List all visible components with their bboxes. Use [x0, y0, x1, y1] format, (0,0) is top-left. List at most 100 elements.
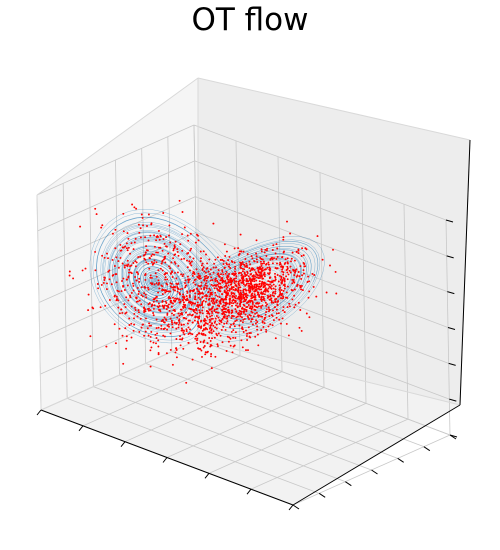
sample-point	[174, 262, 177, 265]
sample-point	[178, 321, 181, 324]
sample-point	[176, 290, 179, 293]
sample-point	[290, 257, 293, 260]
sample-point	[173, 245, 176, 248]
sample-point	[216, 283, 219, 286]
sample-point	[165, 236, 168, 239]
sample-point	[68, 274, 71, 277]
sample-point	[203, 275, 206, 278]
sample-point	[195, 287, 198, 290]
sample-point	[147, 303, 150, 306]
sample-point	[156, 332, 159, 335]
sample-point	[185, 299, 188, 302]
sample-point	[126, 284, 129, 287]
sample-point	[195, 268, 198, 271]
sample-point	[257, 277, 260, 279]
sample-point	[225, 322, 228, 325]
sample-point	[216, 299, 219, 302]
sample-point	[204, 319, 207, 322]
sample-point	[265, 283, 268, 286]
sample-point	[136, 315, 139, 318]
sample-point	[228, 263, 231, 266]
sample-point	[198, 291, 201, 294]
sample-point	[277, 312, 280, 315]
sample-point	[276, 300, 279, 303]
sample-point	[256, 267, 259, 270]
sample-point	[270, 299, 273, 302]
sample-point	[125, 335, 128, 338]
sample-point	[151, 282, 154, 285]
sample-point	[100, 226, 103, 229]
sample-point	[171, 323, 174, 326]
sample-point	[268, 308, 271, 311]
sample-point	[186, 234, 189, 237]
sample-point	[159, 309, 161, 311]
sample-point	[271, 280, 274, 283]
sample-point	[210, 297, 213, 300]
sample-point	[254, 275, 257, 278]
sample-point	[313, 274, 316, 276]
sample-point	[263, 322, 266, 325]
sample-point	[257, 285, 260, 288]
sample-point	[281, 297, 284, 300]
sample-point	[239, 233, 242, 236]
sample-point	[207, 270, 210, 273]
sample-point	[258, 271, 261, 274]
sample-point	[137, 256, 140, 259]
sample-point	[137, 223, 140, 226]
sample-point	[237, 286, 240, 289]
sample-point	[127, 299, 130, 302]
sample-point	[311, 272, 314, 275]
sample-point	[246, 315, 249, 318]
back-grid-line	[193, 124, 447, 221]
sample-point	[201, 309, 204, 312]
sample-point	[147, 213, 150, 216]
sample-point	[223, 304, 226, 307]
sample-point	[226, 335, 229, 338]
sample-point	[189, 289, 192, 292]
sample-point	[187, 313, 189, 316]
sample-point	[265, 330, 268, 333]
sample-point	[230, 260, 233, 263]
sample-point	[204, 353, 207, 356]
sample-point	[150, 276, 153, 279]
sample-point	[129, 271, 132, 274]
sample-point	[181, 275, 184, 278]
sample-point	[163, 304, 166, 307]
sample-point	[103, 279, 106, 281]
sample-point	[157, 279, 160, 282]
sample-point	[212, 222, 215, 225]
sample-point	[285, 291, 288, 294]
sample-point	[133, 206, 136, 209]
sample-point	[154, 297, 157, 300]
sample-point	[282, 309, 284, 312]
sample-point	[152, 314, 155, 317]
sample-point	[145, 245, 148, 248]
sample-point	[279, 292, 282, 295]
sample-point	[182, 347, 185, 350]
sample-point	[128, 324, 131, 326]
sample-point	[250, 297, 253, 300]
sample-point	[175, 347, 178, 350]
sample-point	[214, 326, 217, 329]
sample-point	[233, 293, 236, 295]
sample-point	[188, 313, 191, 316]
sample-point	[175, 298, 178, 300]
sample-point	[278, 284, 281, 287]
sample-point	[230, 301, 233, 304]
sample-point	[233, 344, 236, 347]
sample-point	[280, 289, 283, 292]
sample-point	[225, 317, 228, 320]
sample-point	[274, 272, 276, 275]
sample-point	[241, 346, 244, 349]
sample-point	[265, 304, 268, 307]
sample-point	[123, 266, 126, 269]
sample-point	[175, 277, 178, 280]
sample-point	[227, 314, 230, 317]
sample-point	[243, 271, 246, 274]
sample-point	[198, 304, 201, 306]
sample-point	[205, 295, 208, 298]
sample-point	[302, 269, 305, 272]
sample-point	[135, 261, 138, 264]
sample-point	[257, 305, 260, 308]
x-tick	[246, 488, 252, 495]
